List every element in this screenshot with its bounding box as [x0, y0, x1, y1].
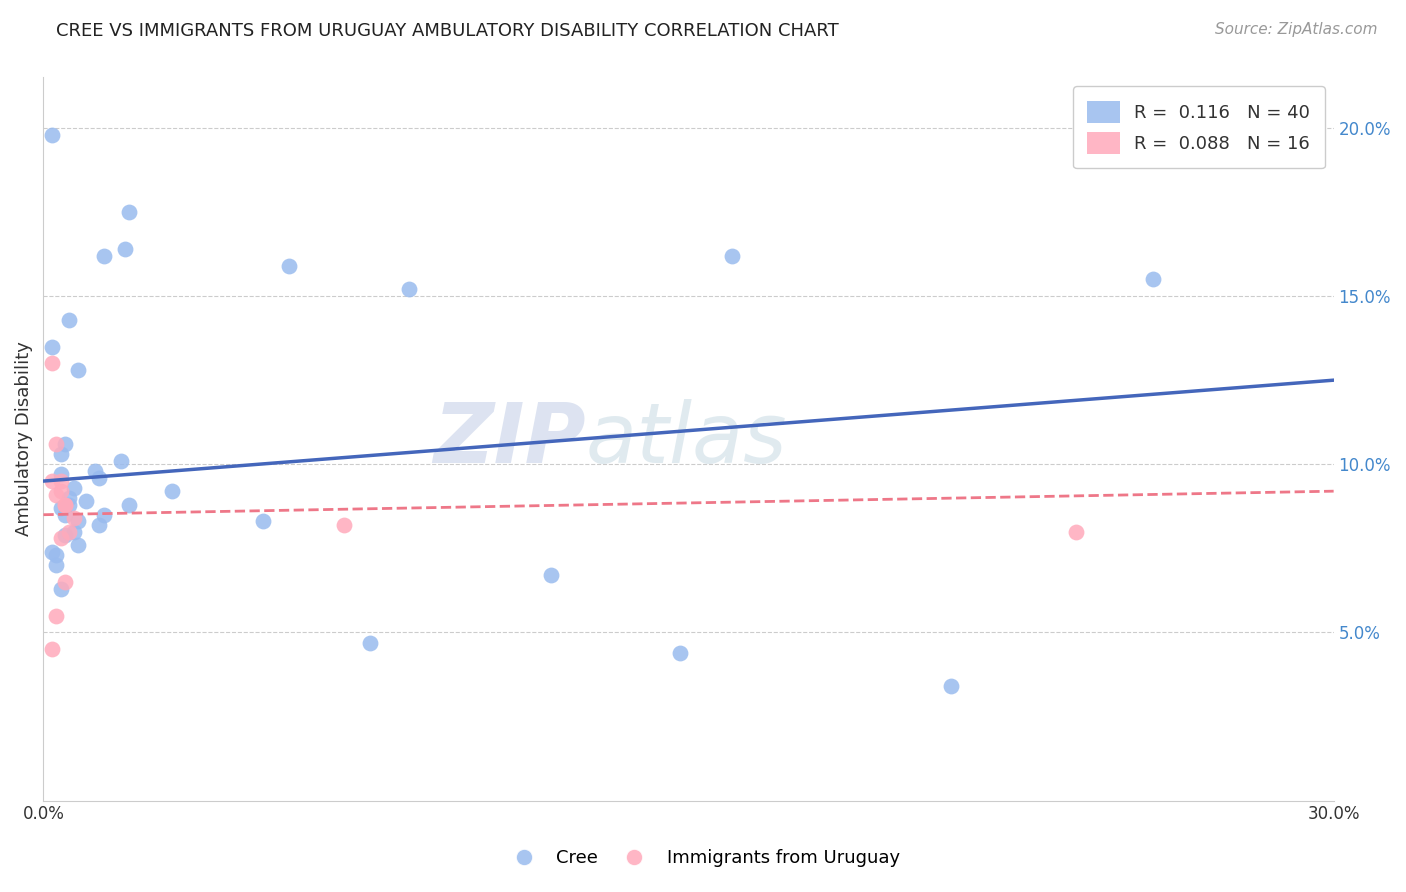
- Cree: [89, 471, 111, 485]
- Immigrants from Uruguay: [45, 487, 67, 501]
- Cree: [669, 646, 692, 660]
- Immigrants from Uruguay: [45, 437, 67, 451]
- Cree: [84, 464, 107, 478]
- Cree: [1142, 272, 1164, 286]
- Cree: [75, 494, 97, 508]
- Cree: [398, 282, 420, 296]
- Cree: [49, 467, 72, 482]
- Cree: [277, 259, 299, 273]
- Immigrants from Uruguay: [41, 356, 63, 370]
- Cree: [114, 242, 136, 256]
- Immigrants from Uruguay: [333, 517, 356, 532]
- Immigrants from Uruguay: [49, 484, 72, 499]
- Cree: [89, 517, 111, 532]
- Cree: [359, 635, 381, 649]
- Immigrants from Uruguay: [53, 498, 76, 512]
- Cree: [66, 538, 89, 552]
- Cree: [58, 498, 80, 512]
- Cree: [62, 524, 84, 539]
- Immigrants from Uruguay: [62, 511, 84, 525]
- Cree: [62, 481, 84, 495]
- Cree: [58, 312, 80, 326]
- Cree: [58, 491, 80, 505]
- Cree: [93, 508, 115, 522]
- Cree: [49, 582, 72, 596]
- Cree: [49, 447, 72, 461]
- Legend: R =  0.116   N = 40, R =  0.088   N = 16: R = 0.116 N = 40, R = 0.088 N = 16: [1073, 87, 1324, 169]
- Immigrants from Uruguay: [45, 608, 67, 623]
- Cree: [110, 454, 132, 468]
- Cree: [66, 363, 89, 377]
- Cree: [53, 528, 76, 542]
- Cree: [45, 548, 67, 562]
- Cree: [53, 508, 76, 522]
- Legend: Cree, Immigrants from Uruguay: Cree, Immigrants from Uruguay: [499, 842, 907, 874]
- Cree: [118, 498, 141, 512]
- Immigrants from Uruguay: [41, 474, 63, 488]
- Immigrants from Uruguay: [49, 531, 72, 545]
- Immigrants from Uruguay: [1064, 524, 1087, 539]
- Immigrants from Uruguay: [53, 574, 76, 589]
- Cree: [118, 205, 141, 219]
- Immigrants from Uruguay: [53, 498, 76, 512]
- Immigrants from Uruguay: [49, 474, 72, 488]
- Cree: [162, 484, 184, 499]
- Text: ZIP: ZIP: [433, 399, 585, 480]
- Text: Source: ZipAtlas.com: Source: ZipAtlas.com: [1215, 22, 1378, 37]
- Cree: [252, 515, 274, 529]
- Cree: [41, 545, 63, 559]
- Cree: [720, 249, 742, 263]
- Y-axis label: Ambulatory Disability: Ambulatory Disability: [15, 342, 32, 536]
- Immigrants from Uruguay: [58, 524, 80, 539]
- Cree: [939, 679, 962, 693]
- Cree: [41, 339, 63, 353]
- Immigrants from Uruguay: [41, 642, 63, 657]
- Text: CREE VS IMMIGRANTS FROM URUGUAY AMBULATORY DISABILITY CORRELATION CHART: CREE VS IMMIGRANTS FROM URUGUAY AMBULATO…: [56, 22, 839, 40]
- Cree: [41, 128, 63, 142]
- Cree: [49, 500, 72, 515]
- Cree: [540, 568, 562, 582]
- Text: atlas: atlas: [585, 399, 787, 480]
- Cree: [53, 437, 76, 451]
- Cree: [93, 249, 115, 263]
- Cree: [45, 558, 67, 573]
- Cree: [66, 515, 89, 529]
